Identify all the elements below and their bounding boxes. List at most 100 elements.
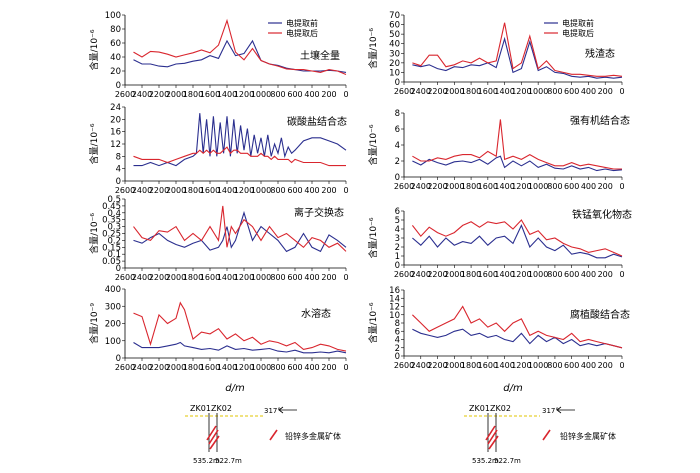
x-tick-label: 2600 [115,90,135,99]
x-tick-label: 1200 [234,273,254,282]
orebody-mark [488,435,499,450]
y-tick-label: 400 [105,285,121,295]
drill-label-right: ZK02 [211,404,232,413]
chart-panel: 0102030405060702600240022002000180016001… [367,11,625,96]
series-line-before [133,210,347,253]
y-tick-label: 0.3 [107,223,121,233]
y-tick-label: 6 [395,207,400,217]
x-tick-label: 600 [564,270,579,279]
y-axis-label: 含量/10⁻⁶ [367,124,379,165]
y-tick-label: 0 [116,354,121,364]
legend-label-before: 电提取前 [562,18,594,28]
series-line-after [133,205,347,252]
y-tick-label: 60 [110,39,121,49]
x-tick-label: 800 [270,90,285,99]
x-tick-label: 0 [619,361,624,370]
x-tick-label: 400 [581,182,596,191]
y-tick-label: 1 [395,252,400,262]
north-arrow-icon [278,406,297,414]
orebody-mark [487,429,498,445]
y-tick-label: 100 [105,337,121,347]
x-tick-label: 2000 [166,273,186,282]
chart-panel: 0123456260024002200200018001600140012001… [367,207,632,279]
x-tick-label: 800 [547,87,562,96]
y-tick-label: 0.45 [102,202,121,212]
x-tick-label: 1600 [478,361,498,370]
x-tick-label: 2000 [166,186,186,195]
x-tick-label: 2600 [115,273,135,282]
x-tick-label: 400 [304,90,319,99]
y-tick-label: 8 [395,109,400,119]
x-tick-label: 1800 [183,90,203,99]
x-tick-label: 400 [304,273,319,282]
x-tick-label: 1200 [234,90,254,99]
orebody-legend-label: 铅锌多金属矿体 [560,431,616,441]
x-tick-label: 0 [619,270,624,279]
x-tick-label: 2400 [411,361,431,370]
x-tick-label: 1800 [461,270,481,279]
chart-panel: 0246826002400220020001800160014001200100… [367,109,630,191]
x-tick-label: 2200 [427,87,447,96]
north-arrow-icon [556,406,575,414]
x-tick-label: 2200 [427,182,447,191]
orebody-mark [209,435,220,450]
y-tick-label: 30 [389,49,400,59]
x-tick-label: 2000 [444,87,464,96]
chart-title: 离子交换态 [294,206,344,219]
y-tick-label: 0.25 [102,230,121,240]
x-tick-label: 1400 [217,186,237,195]
y-tick-label: 0.2 [107,236,121,246]
x-tick-label: 1200 [511,270,531,279]
x-tick-label: 2200 [149,90,169,99]
depth-label-left: 535.2m [472,457,499,465]
x-tick-label: 1800 [461,87,481,96]
y-tick-label: 0 [395,261,400,271]
x-tick-label: 1400 [217,363,237,372]
y-axis-label: 含量/10⁻⁶ [88,213,100,254]
y-tick-label: 0.5 [107,195,121,205]
series-line-after [412,22,623,77]
y-tick-label: 10 [389,68,400,78]
x-tick-label: 2200 [427,361,447,370]
x-tick-label: 2000 [166,363,186,372]
chart-title: 水溶态 [301,307,331,320]
drill-label-left: ZK01 [469,404,490,413]
y-tick-label: 8 [395,319,400,329]
x-tick-label: 1000 [528,270,548,279]
x-tick-label: 200 [598,182,613,191]
x-tick-label: 1000 [251,186,271,195]
y-tick-label: 16 [389,286,400,296]
x-tick-label: 1600 [478,87,498,96]
series-line-after [133,146,346,167]
y-axis-label: 含量/10⁻⁶ [88,29,100,70]
x-tick-label: 2000 [444,361,464,370]
x-tick-label: 2200 [149,273,169,282]
x-tick-label: 800 [547,270,562,279]
x-tick-label: 1000 [528,361,548,370]
x-tick-label: 2400 [411,182,431,191]
x-tick-label: 1800 [461,361,481,370]
cross-section-left: ZK01 ZK02 535.2m 522.7m 317° 铅锌多金属矿体 [185,404,341,465]
series-line-before [412,224,623,259]
x-tick-label: 2400 [411,87,431,96]
orebody-legend-icon [542,429,551,441]
y-tick-label: 0 [395,173,400,183]
depth-label-right: 522.7m [215,457,242,465]
x-tick-label: 1400 [217,90,237,99]
y-tick-label: 0.1 [107,250,121,260]
x-tick-label: 200 [598,361,613,370]
y-tick-label: 10 [389,311,400,321]
y-tick-label: 12 [110,140,121,150]
y-tick-label: 50 [389,30,400,40]
series-line-before [133,113,347,167]
x-tick-label: 2400 [411,270,431,279]
orebody-legend-icon [269,429,278,441]
y-tick-label: 0 [116,81,121,91]
y-tick-label: 24 [110,103,121,113]
x-tick-label: 1600 [200,90,220,99]
y-tick-label: 300 [105,302,121,312]
x-tick-label: 1800 [461,182,481,191]
x-tick-label: 1200 [511,182,531,191]
y-tick-label: 6 [395,125,400,135]
